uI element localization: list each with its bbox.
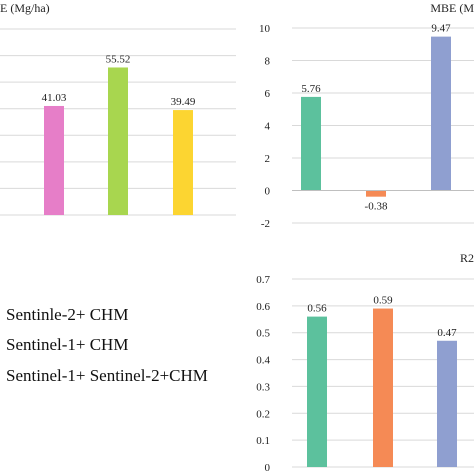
bar <box>301 96 321 191</box>
data-label: 9.47 <box>431 23 451 35</box>
data-label: 39.49 <box>171 96 196 108</box>
rmse-chart: E (Mg/ha) 41.03 55.52 39.49 <box>0 1 236 216</box>
y-tick-label: 2 <box>265 153 271 165</box>
y-tick-label: 0.4 <box>256 355 270 367</box>
chart-title: R2 <box>460 251 474 265</box>
y-tick-label: 0.2 <box>256 408 270 420</box>
y-tick-label: 0 <box>265 186 271 198</box>
r2-chart: R2 0.7 0.6 0.5 0.4 0.3 0.2 0.1 0 0.56 0.59 0.47 <box>256 251 474 474</box>
legend-item-sentinel2-chm: Sentinle-2+ CHM <box>6 305 129 324</box>
bar <box>366 190 386 197</box>
bar <box>431 36 451 191</box>
data-label: 41.03 <box>42 92 67 104</box>
bar <box>307 316 327 467</box>
y-tick-label: 0.6 <box>256 301 270 313</box>
y-tick-label: 0.5 <box>256 328 270 340</box>
legend-item-sentinel1-chm: Sentinel-1+ CHM <box>6 335 129 354</box>
y-tick-label: 10 <box>259 23 271 35</box>
bar <box>173 110 193 215</box>
y-tick-label: 0 <box>265 462 271 474</box>
data-label: -0.38 <box>365 201 388 213</box>
y-tick-label: -2 <box>261 218 270 230</box>
bar <box>108 67 128 215</box>
bar <box>44 105 64 215</box>
legend-item-sentinel1-sentinel2-chm: Sentinel-1+ Sentinel-2+CHM <box>6 366 208 385</box>
data-label: 55.52 <box>106 53 131 65</box>
data-label: 0.59 <box>373 295 393 307</box>
data-label: 5.76 <box>301 83 321 95</box>
y-tick-label: 0.1 <box>256 435 270 447</box>
data-label: 0.47 <box>437 327 457 339</box>
bar <box>373 308 393 467</box>
chart-title: MBE (M <box>430 1 474 15</box>
y-tick-label: 0.3 <box>256 381 270 393</box>
y-tick-label: 0.7 <box>256 274 270 286</box>
y-tick-label: 4 <box>265 121 271 133</box>
y-tick-label: 8 <box>265 56 271 68</box>
y-tick-label: 6 <box>265 88 271 100</box>
chart-title: E (Mg/ha) <box>0 1 50 15</box>
mbe-chart: MBE (M 10 8 6 4 2 0 -2 5.76 -0.38 9.47 <box>259 1 474 230</box>
data-label: 0.56 <box>307 303 327 315</box>
bar <box>437 340 457 467</box>
